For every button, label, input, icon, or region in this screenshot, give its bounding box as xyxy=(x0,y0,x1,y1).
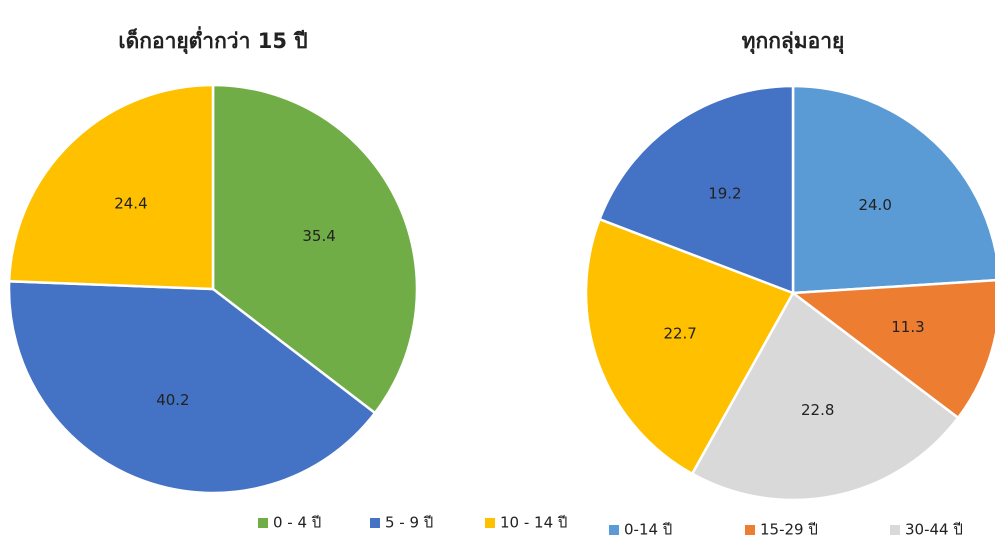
legend-label: 10 - 14 ปี xyxy=(500,514,567,532)
legend-swatch xyxy=(745,525,755,535)
pie-slice xyxy=(211,83,419,415)
chart-title: เด็กอายุต่ำกว่า 15 ปี xyxy=(118,25,307,55)
pie-slice xyxy=(584,217,795,476)
pie-slice xyxy=(7,280,377,495)
chart-title: ทุกกลุ่มอายุ xyxy=(742,29,845,55)
pie-slice xyxy=(791,84,995,295)
legend-swatch xyxy=(485,518,495,528)
legend-swatch xyxy=(890,525,900,535)
data-label: 22.8 xyxy=(801,401,834,419)
pie-slice xyxy=(789,279,995,420)
legend-swatch xyxy=(258,518,268,528)
legend-swatch xyxy=(370,518,380,528)
legend-label: 0 - 4 ปี xyxy=(273,514,321,532)
legend-label: 0-14 ปี xyxy=(624,521,672,539)
legend-label: 5 - 9 ปี xyxy=(385,514,433,532)
legend-label: 15-29 ปี xyxy=(760,521,818,539)
pie-slice xyxy=(597,84,795,295)
data-label: 24.4 xyxy=(114,194,147,212)
data-label: 40.2 xyxy=(156,391,189,409)
data-label: 35.4 xyxy=(302,227,335,245)
legend-swatch xyxy=(609,525,619,535)
pie-slice xyxy=(7,83,215,291)
pie-slice xyxy=(690,291,960,502)
data-label: 19.2 xyxy=(708,185,741,203)
data-label: 24.0 xyxy=(858,196,891,214)
legend-label: 30-44 ปี xyxy=(905,521,963,539)
data-label: 11.3 xyxy=(891,318,924,336)
data-label: 22.7 xyxy=(663,325,696,343)
